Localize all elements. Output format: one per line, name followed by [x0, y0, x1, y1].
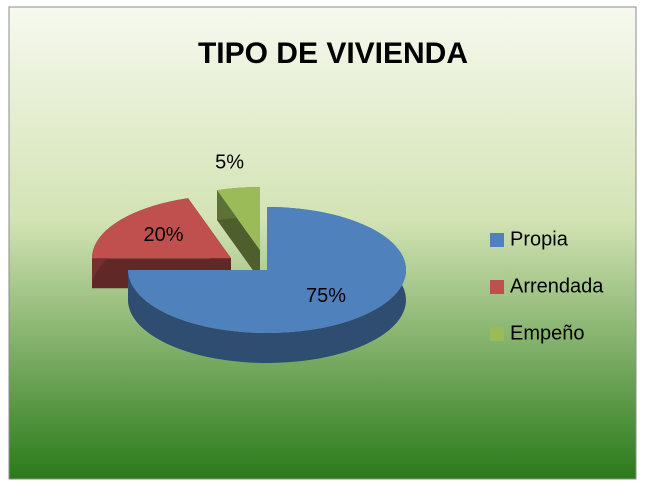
value-label: 75%: [306, 285, 346, 307]
chart-title: TIPO DE VIVIENDA: [198, 37, 468, 70]
legend-swatch: [490, 233, 504, 247]
legend-swatch: [490, 327, 504, 341]
legend-label: Propia: [510, 228, 569, 250]
slice: [92, 198, 231, 259]
legend-label: Empeño: [510, 322, 585, 344]
slice: [217, 187, 260, 251]
value-label: 20%: [144, 224, 184, 246]
legend-swatch: [490, 280, 504, 294]
slice: [128, 207, 406, 333]
legend-label: Arrendada: [510, 275, 604, 297]
value-label: 5%: [215, 151, 244, 173]
